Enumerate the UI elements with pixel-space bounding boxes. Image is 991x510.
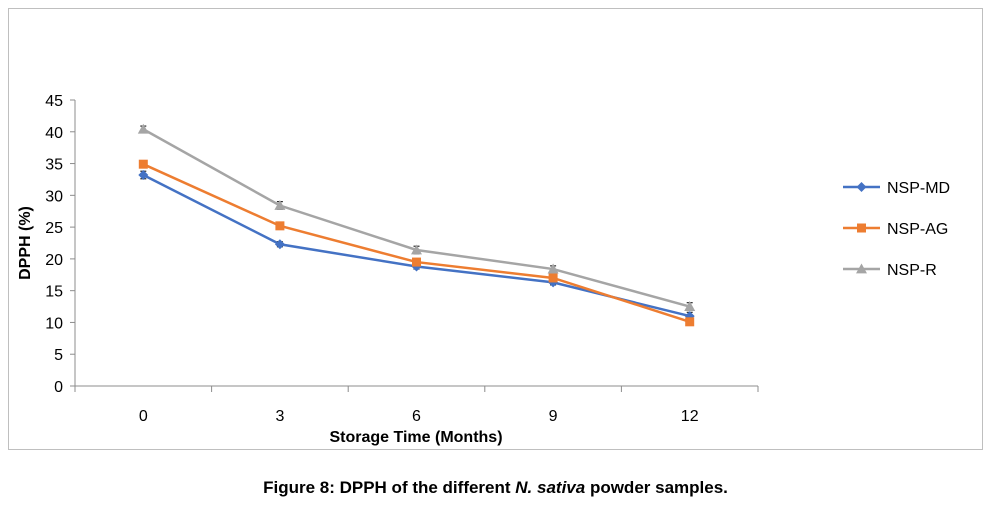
y-tick-label: 0 — [54, 379, 63, 396]
x-tick-label: 3 — [275, 408, 284, 425]
figure-caption: Figure 8: DPPH of the different N. sativ… — [0, 478, 991, 498]
data-point-nsp-r — [274, 200, 286, 210]
series-nsp-r — [137, 123, 696, 311]
x-axis-ticks: 0 3 6 9 12 — [74, 386, 759, 425]
data-point-nsp-ag — [412, 257, 421, 267]
chart-frame — [8, 8, 983, 450]
y-tick-label: 25 — [45, 220, 63, 237]
legend-item-nsp-ag: NSP-AG — [843, 221, 948, 238]
x-tick-label: 9 — [549, 408, 558, 425]
series-layer — [137, 123, 696, 327]
caption-italic: N. sativa — [515, 478, 586, 497]
caption-prefix: Figure 8: DPPH of the different — [263, 478, 516, 497]
legend-marker — [856, 263, 867, 274]
data-point-nsp-ag — [138, 159, 148, 169]
legend-marker — [856, 182, 867, 192]
legend-item-nsp-md: NSP-MD — [843, 180, 950, 197]
data-point-nsp-r — [547, 263, 559, 274]
legend-marker — [857, 223, 866, 233]
data-point-nsp-ag — [275, 221, 285, 231]
y-axis-title: DPPH (%) — [17, 206, 34, 280]
legend-item-nsp-r: NSP-R — [843, 262, 937, 279]
dpph-line-chart: 0 5 10 15 20 25 30 35 40 45 0 3 6 9 12 DPPH (%) Stora… — [17, 93, 950, 446]
legend-label: NSP-R — [887, 262, 937, 279]
data-point-nsp-r — [137, 123, 149, 134]
y-tick-label: 35 — [45, 157, 63, 174]
data-point-nsp-r — [684, 301, 696, 311]
legend-label: NSP-AG — [887, 221, 948, 238]
x-tick-label: 12 — [681, 408, 699, 425]
x-tick-label: 6 — [412, 408, 421, 425]
y-tick-label: 45 — [45, 93, 63, 110]
y-tick-label: 20 — [45, 252, 63, 269]
x-tick-label: 0 — [139, 408, 148, 425]
data-point-nsp-md — [138, 169, 149, 180]
caption-suffix: powder samples. — [585, 478, 728, 497]
data-point-nsp-ag — [548, 273, 558, 283]
data-point-nsp-md — [274, 239, 285, 250]
legend: NSP-MD NSP-AG NSP-R — [843, 180, 950, 279]
data-point-nsp-ag — [685, 317, 695, 327]
x-axis-title: Storage Time (Months) — [329, 429, 502, 446]
y-tick-label: 30 — [45, 188, 63, 205]
y-tick-label: 40 — [45, 125, 63, 142]
axes — [74, 100, 758, 387]
legend-label: NSP-MD — [887, 180, 950, 197]
series-line-nsp-ag — [142, 163, 691, 323]
y-tick-label: 5 — [54, 347, 63, 364]
series-nsp-ag — [138, 159, 695, 327]
y-axis-ticks: 0 5 10 15 20 25 30 35 40 45 — [45, 93, 75, 396]
y-tick-label: 10 — [45, 315, 63, 332]
data-point-nsp-r — [411, 244, 422, 255]
y-tick-label: 15 — [45, 284, 63, 301]
